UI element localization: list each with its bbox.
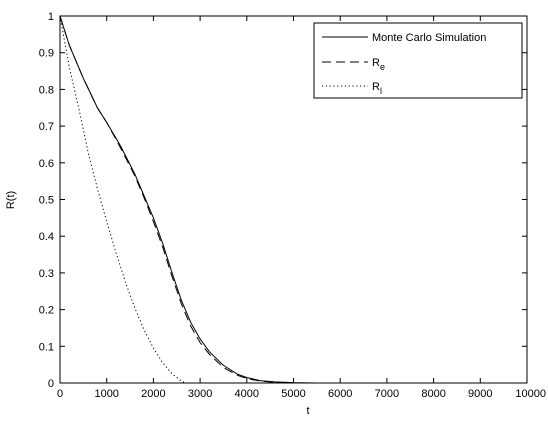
x-tick-label: 8000 [421,388,445,400]
x-tick-label: 3000 [188,388,212,400]
x-tick-label: 2000 [141,388,165,400]
x-tick-label: 4000 [235,388,259,400]
series-line-3 [59,15,187,384]
y-tick-label: 0 [48,378,54,390]
y-tick-label: 1 [48,11,54,23]
legend-label-1: Monte Carlo Simulation [372,32,486,44]
x-axis-label: t [306,405,309,417]
y-tick-label: 0.3 [39,268,54,280]
y-tick-label: 0.2 [39,305,54,317]
y-tick-label: 0.6 [39,158,54,170]
x-tick-label: 5000 [281,388,305,400]
y-tick-label: 0.5 [39,195,54,207]
y-axis-label: R(t) [5,191,17,209]
y-tick-label: 0.9 [39,48,54,60]
legend-label-3: Rl [372,81,382,96]
series-line-2 [59,15,527,384]
y-tick-label: 0.8 [39,84,54,96]
x-tick-label: 6000 [328,388,352,400]
y-tick-label: 0.7 [39,121,54,133]
x-tick-label: 10000 [515,388,546,400]
x-tick-label: 1000 [94,388,118,400]
x-tick-label: 9000 [468,388,492,400]
y-tick-label: 0.1 [39,341,54,353]
x-tick-label: 7000 [375,388,399,400]
x-tick-label: 0 [57,388,63,400]
y-tick-label: 0.4 [39,231,54,243]
